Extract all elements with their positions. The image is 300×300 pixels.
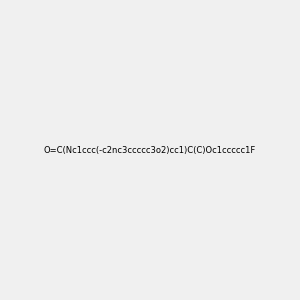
Text: O=C(Nc1ccc(-c2nc3ccccc3o2)cc1)C(C)Oc1ccccc1F: O=C(Nc1ccc(-c2nc3ccccc3o2)cc1)C(C)Oc1ccc… — [44, 146, 256, 154]
